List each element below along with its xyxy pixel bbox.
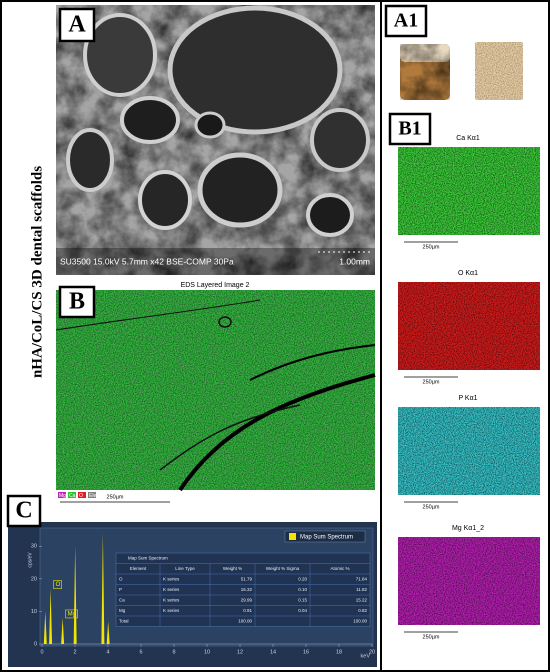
sem-scale: 1.00mm bbox=[339, 256, 370, 266]
peak-label: Mg bbox=[68, 612, 76, 618]
x-tick-label: 10 bbox=[204, 649, 210, 655]
legend-swatch bbox=[58, 492, 66, 498]
column-header: Atomic % bbox=[330, 566, 349, 571]
side-title: nHA/CoL/CS 3D dental scaffolds bbox=[29, 166, 45, 378]
table-cell: 51.79 bbox=[241, 576, 253, 581]
panel-label: B bbox=[69, 289, 85, 315]
spectrum-legend bbox=[284, 530, 366, 543]
peak-label-box bbox=[65, 609, 78, 619]
map-scale: 250µm bbox=[423, 504, 440, 510]
legend-label: Electron bbox=[89, 493, 108, 499]
column-header: Line Type bbox=[175, 566, 195, 571]
spectrum-peak bbox=[43, 611, 47, 644]
map-scale: 250µm bbox=[423, 244, 440, 250]
y-tick-label: 20 bbox=[31, 576, 37, 582]
sem-image bbox=[56, 5, 375, 275]
x-axis-label: keV bbox=[361, 653, 371, 659]
table-cell: K series bbox=[163, 576, 180, 581]
table-cell: K series bbox=[163, 597, 180, 602]
spectrum-peak bbox=[49, 588, 53, 644]
y-axis-label: cps/eV bbox=[27, 552, 33, 568]
map-texture bbox=[398, 282, 540, 370]
table-cell: 0.20 bbox=[298, 576, 307, 581]
legend-label: Ca bbox=[69, 493, 76, 499]
table-cell: 0.04 bbox=[298, 608, 307, 613]
spectrum-peak bbox=[73, 546, 77, 644]
panel-label: A bbox=[68, 12, 86, 38]
table-cell: 0.91 bbox=[243, 608, 252, 613]
spectrum-peak bbox=[106, 621, 110, 644]
table-cell: P bbox=[119, 587, 122, 592]
label-box bbox=[58, 7, 96, 43]
x-tick-label: 6 bbox=[139, 649, 142, 655]
column-header: Element bbox=[130, 566, 147, 571]
legend-label: Mg bbox=[59, 493, 66, 499]
table-bg bbox=[115, 552, 371, 627]
table-cell: 0.15 bbox=[298, 597, 307, 602]
x-tick-label: 16 bbox=[303, 649, 309, 655]
legend-swatch bbox=[289, 533, 296, 540]
map-texture bbox=[398, 537, 540, 625]
x-tick-label: 8 bbox=[172, 649, 175, 655]
map-texture bbox=[398, 147, 540, 235]
map-texture bbox=[398, 407, 540, 495]
label-box bbox=[388, 112, 432, 146]
eds-scale: 250µm bbox=[107, 494, 124, 500]
x-tick-label: 14 bbox=[270, 649, 276, 655]
panel-label: A1 bbox=[394, 10, 418, 32]
scaffold-photos bbox=[400, 42, 523, 100]
map-title: P Kα1 bbox=[458, 395, 477, 402]
table-cell: 11.82 bbox=[356, 587, 367, 592]
peak-label-box bbox=[53, 580, 62, 589]
column-header: Weight % Sigma bbox=[266, 566, 300, 571]
legend-swatch bbox=[88, 492, 96, 498]
table-cell: O bbox=[119, 576, 123, 581]
table-cell: 16.32 bbox=[241, 587, 253, 592]
table-cell: Ca bbox=[119, 597, 125, 602]
legend-label: O bbox=[79, 493, 83, 499]
label-box bbox=[384, 4, 428, 38]
map-title: O Kα1 bbox=[458, 270, 478, 277]
panel-label: C bbox=[15, 498, 32, 524]
y-tick-label: 0 bbox=[34, 641, 37, 647]
table-cell: 100.00 bbox=[238, 618, 252, 623]
table-cell: 29.99 bbox=[241, 597, 253, 602]
legend-swatch bbox=[68, 492, 76, 498]
map-scale: 250µm bbox=[423, 379, 440, 385]
x-tick-label: 20 bbox=[369, 649, 375, 655]
table-cell: 71.84 bbox=[356, 576, 368, 581]
legend-label: Map Sum Spectrum bbox=[300, 534, 353, 540]
y-tick-label: 10 bbox=[31, 609, 37, 615]
table-cell: K series bbox=[163, 587, 180, 592]
eds-title: EDS Layered Image 2 bbox=[181, 282, 250, 289]
x-tick-label: 4 bbox=[106, 649, 109, 655]
label-box bbox=[6, 494, 42, 528]
label-box bbox=[58, 285, 96, 319]
x-tick-label: 2 bbox=[73, 649, 76, 655]
table-cell: 100.00 bbox=[353, 618, 367, 623]
table-title: Map Sum Spectrum bbox=[128, 555, 168, 560]
x-tick-label: 18 bbox=[336, 649, 342, 655]
spectrum-peak bbox=[61, 617, 65, 644]
table-cell: Total bbox=[119, 618, 129, 623]
spectrum-peak bbox=[101, 533, 105, 644]
x-tick-label: 0 bbox=[40, 649, 43, 655]
table-cell: 0.10 bbox=[298, 587, 307, 592]
x-tick-label: 12 bbox=[237, 649, 243, 655]
sem-caption: SU3500 15.0kV 5.7mm x42 BSE-COMP 30Pa bbox=[60, 256, 234, 266]
table-cell: Mg bbox=[119, 608, 126, 613]
table-cell: 0.82 bbox=[358, 608, 367, 613]
eds-image bbox=[55, 290, 376, 492]
legend-swatch bbox=[78, 492, 86, 498]
table-cell: 15.22 bbox=[356, 597, 368, 602]
map-scale: 250µm bbox=[423, 634, 440, 640]
table-cell: K series bbox=[163, 608, 180, 613]
peak-label: O bbox=[56, 582, 61, 588]
y-tick-label: 30 bbox=[31, 544, 37, 550]
map-title: Mg Kα1_2 bbox=[452, 525, 484, 532]
map-title: Ca Kα1 bbox=[456, 135, 480, 142]
panel-label: B1 bbox=[398, 118, 421, 140]
column-header: Weight % bbox=[223, 566, 242, 571]
